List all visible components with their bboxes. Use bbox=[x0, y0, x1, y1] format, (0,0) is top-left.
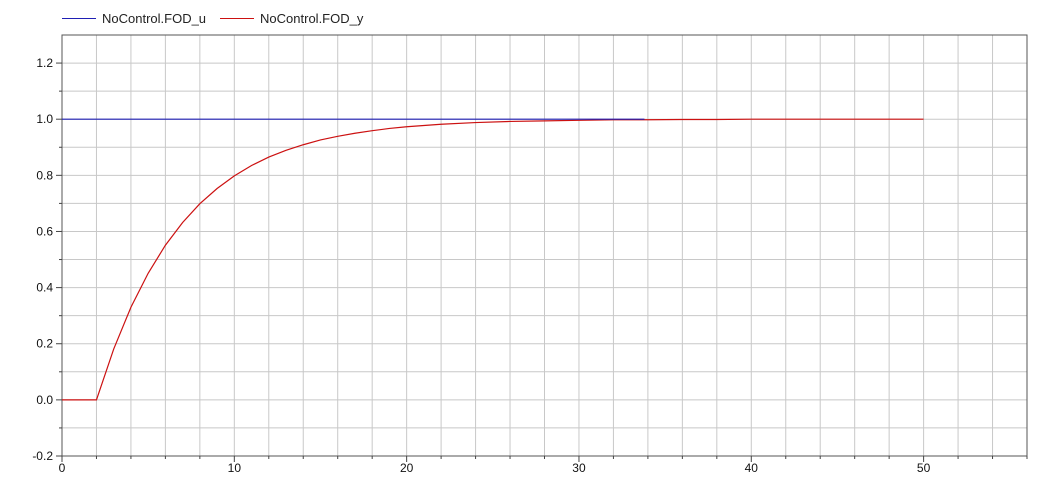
y-tick-label: 1.0 bbox=[36, 112, 53, 126]
legend-item-fod-u: NoControl.FOD_u bbox=[62, 11, 206, 26]
y-tick-label: 1.2 bbox=[36, 56, 53, 70]
chart-legend: NoControl.FOD_u NoControl.FOD_y bbox=[62, 8, 377, 28]
legend-swatch-fod-y bbox=[220, 17, 255, 19]
x-tick-label: 50 bbox=[917, 461, 931, 475]
legend-swatch-fod-u bbox=[62, 17, 96, 19]
series-line-fod-y bbox=[62, 118, 924, 401]
x-tick-label: 20 bbox=[400, 461, 414, 475]
y-tick-label: 0.4 bbox=[36, 281, 53, 295]
legend-item-fod-y: NoControl.FOD_y bbox=[220, 11, 363, 26]
legend-label-fod-y: NoControl.FOD_y bbox=[260, 10, 364, 26]
y-tick-label: 0.2 bbox=[36, 337, 53, 351]
y-tick-label: 0.0 bbox=[36, 393, 53, 407]
x-tick-label: 40 bbox=[745, 461, 759, 475]
y-tick-label: 0.8 bbox=[36, 168, 53, 182]
x-tick-label: 0 bbox=[59, 461, 66, 475]
legend-label-fod-u: NoControl.FOD_u bbox=[102, 10, 207, 26]
x-tick-label: 30 bbox=[572, 461, 586, 475]
y-tick-label: -0.2 bbox=[32, 449, 53, 463]
x-tick-label: 10 bbox=[228, 461, 242, 475]
y-tick-label: 0.6 bbox=[36, 224, 53, 238]
